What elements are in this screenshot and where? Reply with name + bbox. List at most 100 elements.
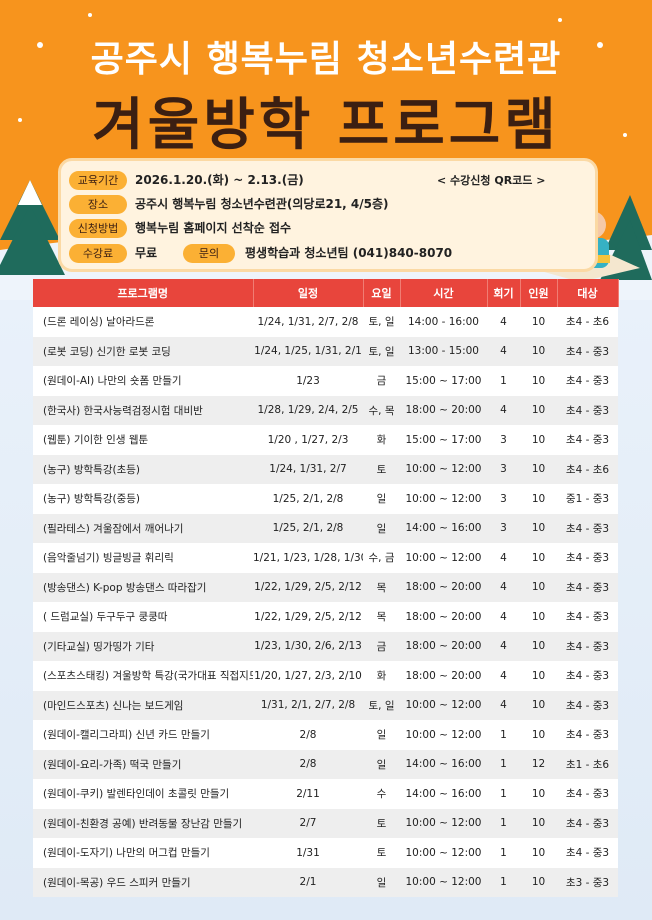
program-table: 프로그램명 일정 요일 시간 회기 인원 대상 (드론 레이싱) 날아라드론 1/24, 1/… [33,279,619,897]
table-cell: 수 [363,779,400,809]
program-name: (원데이-쿠키) 발렌타인데이 초콜릿 만들기 [33,779,253,809]
program-name: (웹툰) 기이한 인생 웹툰 [33,425,253,455]
program-name: (농구) 방학특강(초등) [33,454,253,484]
table-cell: 1/23, 1/30, 2/6, 2/13 [253,631,363,661]
table-cell: 10 [520,779,557,809]
program-name: (원데이-도자기) 나만의 머그컵 만들기 [33,838,253,868]
table-cell: 1 [487,779,520,809]
table-row: (한국사) 한국사능력검정시험 대비반 1/28, 1/29, 2/4, 2/5 수… [33,395,618,425]
info-label: 장소 [69,195,127,214]
table-cell: 4 [487,307,520,337]
table-cell: 초4 - 중3 [557,808,618,838]
table-cell: 18:00 ~ 20:00 [400,661,487,691]
table-cell: 일 [363,513,400,543]
table-row: (방송댄스) K-pop 방송댄스 따라잡기 1/22, 1/29, 2/5, 2… [33,572,618,602]
table-cell: 10 [520,867,557,897]
info-value: 무료 [135,246,158,260]
table-cell: 4 [487,543,520,573]
table-cell: 10 [520,395,557,425]
program-name: (음악줄넘기) 빙글빙글 휘리릭 [33,543,253,573]
table-cell: 1/23 [253,366,363,396]
table-cell: 초4 - 중3 [557,779,618,809]
table-cell: 1 [487,366,520,396]
table-row: (원데이-목공) 우드 스피커 만들기 2/1 일 10:00 ~ 12:00 1 10 초… [33,867,618,897]
table-cell: 18:00 ~ 20:00 [400,395,487,425]
table-cell: 금 [363,631,400,661]
table-cell: 수, 목 [363,395,400,425]
table-cell: 2/1 [253,867,363,897]
program-name: (원데이-친환경 공예) 반려동물 장난감 만들기 [33,808,253,838]
column-header: 대상 [557,279,619,307]
table-cell: 1/22, 1/29, 2/5, 2/12 [253,602,363,632]
table-cell: 초4 - 중3 [557,631,618,661]
table-cell: 10 [520,572,557,602]
stars [18,13,627,137]
table-cell: 10 [520,366,557,396]
table-cell: 초4 - 초6 [557,454,618,484]
table-cell: 3 [487,425,520,455]
table-cell: 중1 - 중3 [557,484,618,514]
table-row: (원데이-친환경 공예) 반려동물 장난감 만들기 2/7 토 10:00 ~ 12:… [33,808,618,838]
table-row: (농구) 방학특강(중등) 1/25, 2/1, 2/8 일 10:00 ~ 12:0… [33,484,618,514]
table-cell: 토 [363,454,400,484]
table-cell: 10:00 ~ 12:00 [400,543,487,573]
table-cell: 1 [487,867,520,897]
table-cell: 10:00 ~ 12:00 [400,808,487,838]
table-cell: 10 [520,631,557,661]
table-cell: 1 [487,720,520,750]
table-cell: 1/31, 2/1, 2/7, 2/8 [253,690,363,720]
table-cell: 2/8 [253,720,363,750]
table-cell: 초4 - 중3 [557,661,618,691]
program-name: ( 드럼교실) 두구두구 쿵쿵따 [33,602,253,632]
table-cell: 10 [520,720,557,750]
table-cell: 1/24, 1/31, 2/7, 2/8 [253,307,363,337]
table-row: (웹툰) 기이한 인생 웹툰 1/20 , 1/27, 2/3 화 15:00 ~ 1… [33,425,618,455]
table-cell: 1 [487,749,520,779]
table-cell: 10:00 ~ 12:00 [400,484,487,514]
table-cell: 4 [487,661,520,691]
table-cell: 4 [487,336,520,366]
table-body: (드론 레이싱) 날아라드론 1/24, 1/31, 2/7, 2/8 토, 일 14… [33,307,618,897]
table-cell: 4 [487,602,520,632]
column-header: 시간 [400,279,488,307]
program-name: (한국사) 한국사능력검정시험 대비반 [33,395,253,425]
table-cell: 10 [520,602,557,632]
table-row: (원데이-도자기) 나만의 머그컵 만들기 1/31 토 10:00 ~ 12:00 1… [33,838,618,868]
table-cell: 수, 금 [363,543,400,573]
table-row: ( 드럼교실) 두구두구 쿵쿵따 1/22, 1/29, 2/5, 2/12 목 18… [33,602,618,632]
table-row: (스포츠스태킹) 겨울방학 특강(국가대표 직접지도) 1/20, 1/27, 2… [33,661,618,691]
table-cell: 금 [363,366,400,396]
table-cell: 1 [487,838,520,868]
program-name: (로봇 코딩) 신기한 로봇 코딩 [33,336,253,366]
table-row: (원데이-요리-가족) 떡국 만들기 2/8 일 14:00 ~ 16:00 1 12 초1… [33,749,618,779]
table-row: (농구) 방학특강(초등) 1/24, 1/31, 2/7 토 10:00 ~ 12:… [33,454,618,484]
info-value: 2026.1.20.(화) ~ 2.13.(금) [135,173,304,187]
table-cell: 10 [520,336,557,366]
table-cell: 2/8 [253,749,363,779]
table-cell: 2/11 [253,779,363,809]
table-cell: 일 [363,720,400,750]
table-cell: 초4 - 중3 [557,336,618,366]
table-cell: 초4 - 중3 [557,838,618,868]
table-cell: 초4 - 중3 [557,513,618,543]
table-cell: 12 [520,749,557,779]
table-cell: 일 [363,749,400,779]
column-header: 일정 [253,279,364,307]
table-row: (필라테스) 겨울잠에서 깨어나기 1/25, 2/1, 2/8 일 14:00 ~ … [33,513,618,543]
title: 겨울방학 프로그램 [92,93,560,158]
table-cell: 화 [363,425,400,455]
program-name: (기타교실) 띵가띵가 기타 [33,631,253,661]
program-name: (방송댄스) K-pop 방송댄스 따라잡기 [33,572,253,602]
table-cell: 14:00 ~ 16:00 [400,513,487,543]
info-label: 수강료 [69,244,127,263]
info-value: 행복누림 홈페이지 선착순 접수 [135,221,292,235]
table-cell: 초4 - 중3 [557,602,618,632]
table-cell: 10:00 ~ 12:00 [400,838,487,868]
table-cell: 초4 - 중3 [557,543,618,573]
table-cell: 1/20 , 1/27, 2/3 [253,425,363,455]
program-name: (드론 레이싱) 날아라드론 [33,307,253,337]
table-cell: 초4 - 중3 [557,572,618,602]
table-cell: 10:00 ~ 12:00 [400,867,487,897]
program-name: (농구) 방학특강(중등) [33,484,253,514]
table-row: (원데이-쿠키) 발렌타인데이 초콜릿 만들기 2/11 수 14:00 ~ 16:0… [33,779,618,809]
